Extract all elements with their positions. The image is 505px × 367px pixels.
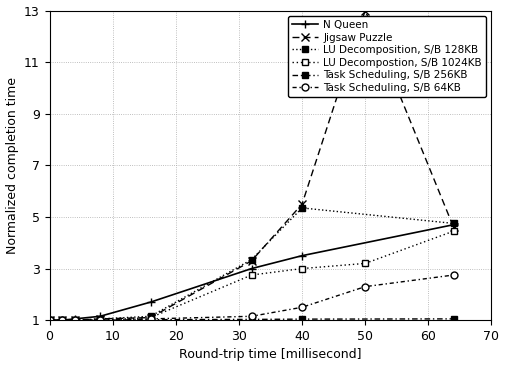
Jigsaw Puzzle [46, 318, 53, 322]
LU Decompostion, S/B 1024KB [248, 273, 255, 277]
Jigsaw Puzzle [299, 202, 305, 206]
N Queen [59, 318, 65, 322]
Jigsaw Puzzle [147, 315, 154, 320]
Jigsaw Puzzle [97, 317, 103, 321]
LU Decomposition, S/B 128KB [97, 317, 103, 321]
Task Scheduling, S/B 64KB [450, 273, 457, 277]
LU Decompostion, S/B 1024KB [299, 266, 305, 271]
Task Scheduling, S/B 64KB [72, 318, 78, 322]
Jigsaw Puzzle [362, 8, 368, 13]
Jigsaw Puzzle [72, 318, 78, 322]
Jigsaw Puzzle [248, 259, 255, 263]
Task Scheduling, S/B 256KB [147, 317, 154, 322]
Task Scheduling, S/B 64KB [46, 318, 53, 322]
LU Decomposition, S/B 128KB [248, 257, 255, 262]
LU Decompostion, S/B 1024KB [97, 318, 103, 322]
Task Scheduling, S/B 256KB [248, 317, 255, 321]
Task Scheduling, S/B 64KB [147, 317, 154, 321]
Line: Task Scheduling, S/B 64KB: Task Scheduling, S/B 64KB [46, 272, 457, 324]
LU Decomposition, S/B 128KB [59, 318, 65, 322]
LU Decompostion, S/B 1024KB [362, 261, 368, 266]
N Queen [299, 254, 305, 258]
Task Scheduling, S/B 64KB [362, 284, 368, 289]
N Queen [450, 222, 457, 227]
Task Scheduling, S/B 256KB [450, 317, 457, 321]
Task Scheduling, S/B 64KB [299, 305, 305, 309]
LU Decompostion, S/B 1024KB [46, 318, 53, 322]
Task Scheduling, S/B 64KB [59, 318, 65, 322]
Jigsaw Puzzle [59, 318, 65, 322]
LU Decomposition, S/B 128KB [450, 221, 457, 226]
LU Decomposition, S/B 128KB [46, 318, 53, 322]
LU Decompostion, S/B 1024KB [450, 229, 457, 233]
Legend: N Queen, Jigsaw Puzzle, LU Decomposition, S/B 128KB, LU Decompostion, S/B 1024KB: N Queen, Jigsaw Puzzle, LU Decomposition… [288, 16, 486, 97]
LU Decomposition, S/B 128KB [72, 318, 78, 322]
N Queen [72, 317, 78, 321]
LU Decomposition, S/B 128KB [299, 206, 305, 210]
N Queen [46, 318, 53, 322]
LU Decomposition, S/B 128KB [147, 314, 154, 319]
N Queen [97, 314, 103, 319]
Line: LU Decomposition, S/B 128KB: LU Decomposition, S/B 128KB [46, 204, 457, 324]
Line: Jigsaw Puzzle: Jigsaw Puzzle [45, 6, 458, 324]
Task Scheduling, S/B 256KB [299, 317, 305, 321]
Y-axis label: Normalized completion time: Normalized completion time [6, 77, 19, 254]
LU Decompostion, S/B 1024KB [147, 315, 154, 320]
LU Decompostion, S/B 1024KB [59, 318, 65, 322]
Task Scheduling, S/B 256KB [59, 318, 65, 322]
Jigsaw Puzzle [450, 225, 457, 229]
N Queen [147, 300, 154, 304]
Task Scheduling, S/B 64KB [248, 314, 255, 319]
Line: LU Decompostion, S/B 1024KB: LU Decompostion, S/B 1024KB [46, 228, 457, 324]
Line: Task Scheduling, S/B 256KB: Task Scheduling, S/B 256KB [46, 315, 457, 324]
LU Decompostion, S/B 1024KB [72, 318, 78, 322]
Task Scheduling, S/B 256KB [72, 318, 78, 322]
X-axis label: Round-trip time [millisecond]: Round-trip time [millisecond] [179, 348, 362, 361]
Task Scheduling, S/B 256KB [46, 318, 53, 322]
Task Scheduling, S/B 256KB [97, 318, 103, 322]
Task Scheduling, S/B 64KB [97, 318, 103, 322]
N Queen [248, 266, 255, 271]
Line: N Queen: N Queen [45, 221, 458, 324]
